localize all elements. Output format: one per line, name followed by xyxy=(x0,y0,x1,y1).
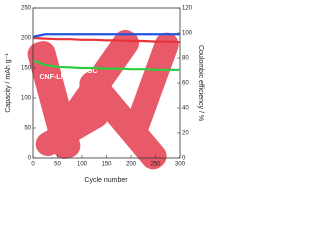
series-label: NGC xyxy=(82,68,98,75)
y2-tick-label: 0 xyxy=(182,156,186,162)
x-tick-label: 0 xyxy=(31,162,35,168)
y-tick-label: 200 xyxy=(21,36,32,42)
x-tick-label: 300 xyxy=(175,162,186,168)
y-tick-label: 250 xyxy=(21,6,32,12)
y2-tick-label: 40 xyxy=(182,106,189,112)
x-tick-label: 200 xyxy=(126,162,137,168)
series-label: CNF-LMNO xyxy=(39,74,77,81)
x-tick-label: 50 xyxy=(54,162,61,168)
x-tick-label: 100 xyxy=(77,162,88,168)
y-axis-title: Capacity / mAh g⁻¹ xyxy=(5,53,12,113)
y-tick-label: 0 xyxy=(28,156,32,162)
y2-tick-label: 100 xyxy=(182,31,193,37)
y-tick-label: 150 xyxy=(21,66,32,72)
y2-tick-label: 80 xyxy=(182,56,189,62)
y-tick-label: 100 xyxy=(21,96,32,102)
y2-tick-label: 20 xyxy=(182,131,189,137)
y-tick-label: 50 xyxy=(24,126,31,132)
series-line xyxy=(33,59,180,71)
chart: Cycle number Capacity / mAh g⁻¹ Coulombi… xyxy=(5,6,204,184)
series-line xyxy=(33,33,180,38)
x-tick-label: 150 xyxy=(101,162,112,168)
y2-tick-label: 60 xyxy=(182,81,189,87)
page: {"chart_data": {"type": "line", "x_label… xyxy=(4,5,205,184)
background-fibers xyxy=(27,29,179,170)
x-axis-title: Cycle number xyxy=(84,177,128,184)
y2-tick-label: 120 xyxy=(182,6,193,12)
series-line xyxy=(33,36,181,44)
y2-axis-title: Coulombic efficiency / % xyxy=(197,45,204,121)
x-tick-label: 250 xyxy=(150,162,161,168)
